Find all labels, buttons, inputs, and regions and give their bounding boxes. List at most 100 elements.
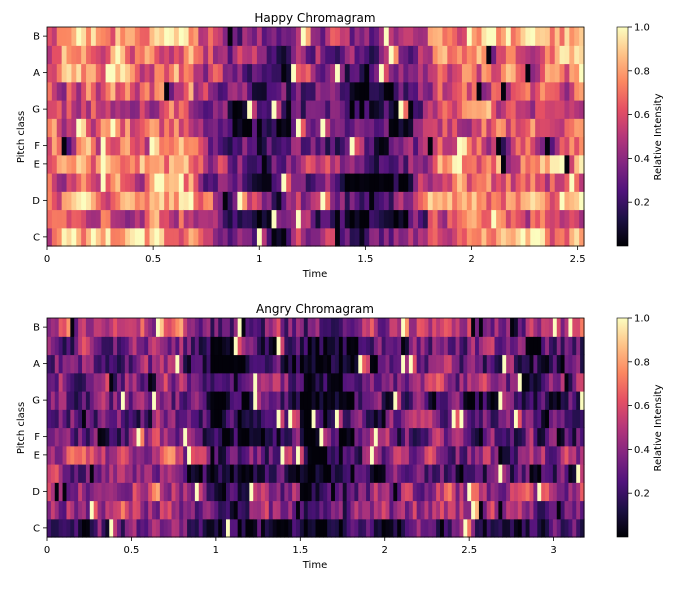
heatmap-cell bbox=[437, 118, 444, 138]
heatmap-cell bbox=[105, 173, 112, 192]
heatmap-cell bbox=[510, 154, 517, 174]
heatmap-cell bbox=[403, 227, 409, 247]
heatmap-cell bbox=[307, 354, 313, 374]
heatmap-cell bbox=[171, 518, 177, 538]
heatmap-cell bbox=[291, 100, 297, 119]
heatmap-cell bbox=[515, 81, 522, 101]
heatmap-cell bbox=[496, 45, 502, 65]
heatmap-cell bbox=[253, 500, 258, 520]
heatmap-cell bbox=[134, 173, 141, 192]
heatmap-cell bbox=[233, 500, 239, 520]
heatmap-cell bbox=[144, 409, 149, 429]
heatmap-cell bbox=[466, 136, 473, 156]
heatmap-cell bbox=[428, 482, 433, 502]
heatmap-cell bbox=[369, 100, 375, 119]
heatmap-cell bbox=[541, 482, 546, 502]
heatmap-cell bbox=[331, 391, 336, 410]
happy-chart-title: Happy Chromagram bbox=[254, 11, 375, 25]
heatmap-cell bbox=[210, 500, 215, 520]
heatmap-cell bbox=[350, 518, 356, 538]
heatmap-cell bbox=[535, 27, 541, 46]
heatmap-cell bbox=[193, 154, 199, 174]
heatmap-cell bbox=[424, 409, 429, 429]
heatmap-cell bbox=[369, 482, 375, 502]
heatmap-cell bbox=[580, 445, 585, 465]
heatmap-cell bbox=[81, 227, 87, 247]
heatmap-cell bbox=[412, 482, 418, 502]
happy-colorbar-gradient bbox=[616, 26, 629, 247]
heatmap-cell bbox=[276, 136, 282, 156]
y-tick-label: A bbox=[33, 68, 40, 79]
heatmap-cell bbox=[54, 445, 60, 465]
heatmap-cell bbox=[525, 445, 531, 465]
heatmap-cell bbox=[100, 191, 107, 211]
heatmap-cell bbox=[164, 100, 170, 119]
heatmap-cell bbox=[242, 63, 248, 83]
heatmap-cell bbox=[268, 464, 274, 483]
heatmap-cell bbox=[459, 445, 464, 465]
heatmap-cell bbox=[471, 336, 476, 356]
heatmap-cell bbox=[159, 445, 165, 465]
heatmap-cell bbox=[463, 445, 468, 465]
heatmap-cell bbox=[455, 318, 461, 337]
heatmap-cell bbox=[397, 464, 402, 483]
heatmap-cell bbox=[74, 391, 79, 410]
heatmap-cell bbox=[54, 409, 60, 429]
heatmap-cell bbox=[569, 45, 575, 65]
heatmap-cell bbox=[56, 227, 63, 247]
heatmap-cell bbox=[349, 45, 356, 65]
heatmap-cell bbox=[70, 336, 75, 356]
heatmap-cell bbox=[58, 372, 64, 392]
heatmap-cell bbox=[529, 500, 535, 520]
heatmap-cell bbox=[194, 336, 200, 356]
heatmap-cell bbox=[266, 209, 273, 229]
heatmap-cell bbox=[366, 445, 371, 465]
heatmap-cell bbox=[342, 372, 348, 392]
heatmap-cell bbox=[408, 173, 414, 192]
heatmap-cell bbox=[466, 227, 473, 247]
heatmap-cell bbox=[383, 227, 390, 247]
heatmap-cell bbox=[261, 154, 268, 174]
heatmap-cell bbox=[159, 118, 165, 138]
heatmap-cell bbox=[76, 45, 82, 65]
heatmap-cell bbox=[498, 318, 503, 337]
heatmap-cell bbox=[432, 409, 437, 429]
heatmap-cell bbox=[432, 227, 439, 247]
heatmap-cell bbox=[208, 191, 214, 211]
heatmap-cell bbox=[498, 445, 503, 465]
heatmap-cell bbox=[214, 336, 219, 356]
heatmap-cell bbox=[535, 118, 541, 138]
heatmap-cell bbox=[427, 154, 434, 174]
heatmap-cell bbox=[385, 336, 391, 356]
heatmap-cell bbox=[475, 427, 480, 447]
heatmap-cell bbox=[296, 464, 301, 483]
heatmap-cell bbox=[66, 45, 73, 65]
heatmap-cell bbox=[344, 154, 351, 174]
heatmap-cell bbox=[437, 227, 444, 247]
heatmap-cell bbox=[291, 136, 297, 156]
heatmap-cell bbox=[416, 409, 422, 429]
heatmap-cell bbox=[569, 136, 575, 156]
heatmap-cell bbox=[47, 372, 52, 392]
heatmap-cell bbox=[478, 336, 484, 356]
heatmap-cell bbox=[315, 209, 321, 229]
heatmap-cell bbox=[229, 336, 235, 356]
heatmap-cell bbox=[574, 227, 580, 247]
heatmap-cell bbox=[120, 518, 126, 538]
heatmap-cell bbox=[115, 191, 121, 211]
heatmap-cell bbox=[139, 191, 146, 211]
heatmap-cell bbox=[264, 354, 270, 374]
heatmap-cell bbox=[188, 81, 195, 101]
heatmap-cell bbox=[481, 100, 487, 119]
heatmap-cell bbox=[97, 318, 103, 337]
heatmap-cell bbox=[378, 227, 385, 247]
heatmap-cell bbox=[490, 391, 496, 410]
heatmap-cell bbox=[74, 518, 79, 538]
heatmap-cell bbox=[85, 354, 91, 374]
heatmap-cell bbox=[505, 209, 512, 229]
heatmap-cell bbox=[281, 209, 287, 229]
heatmap-cell bbox=[237, 391, 243, 410]
heatmap-cell bbox=[457, 81, 463, 101]
heatmap-cell bbox=[164, 63, 170, 83]
